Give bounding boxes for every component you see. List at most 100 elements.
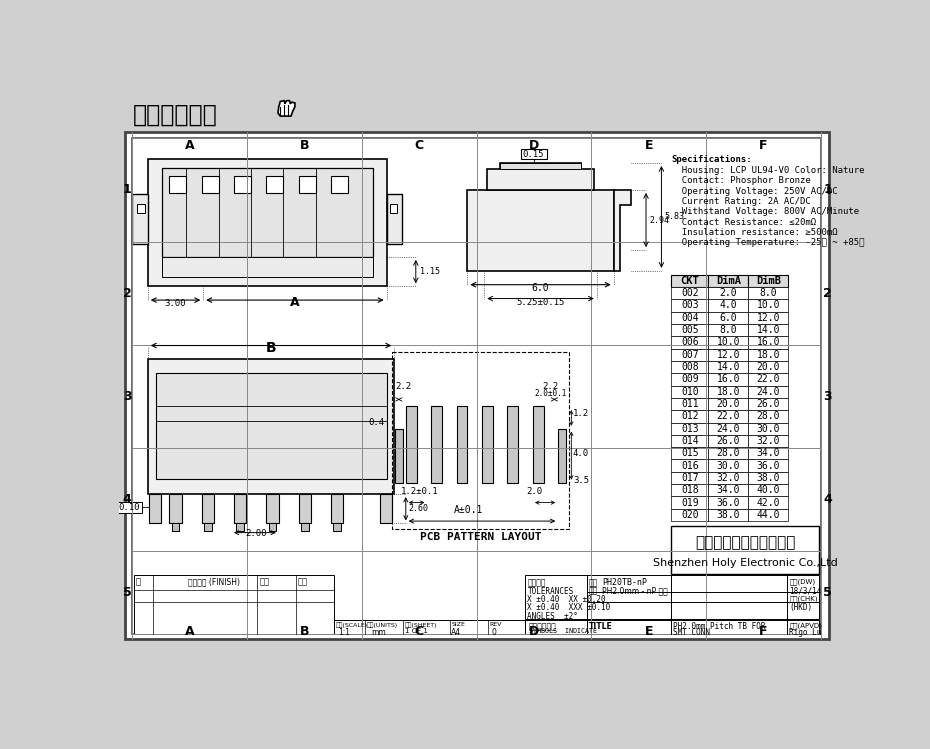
Text: 2.0: 2.0 bbox=[720, 288, 737, 298]
Text: 008: 008 bbox=[681, 362, 698, 372]
Bar bbox=[749, 275, 789, 287]
Bar bbox=[749, 287, 789, 300]
Text: 18.0: 18.0 bbox=[717, 386, 740, 397]
Bar bbox=[525, 619, 671, 634]
Bar bbox=[671, 373, 709, 386]
Bar bbox=[709, 312, 749, 324]
Text: 40.0: 40.0 bbox=[757, 485, 780, 495]
Bar bbox=[671, 497, 709, 509]
Text: 10.0: 10.0 bbox=[717, 338, 740, 348]
Bar bbox=[709, 348, 749, 361]
Bar bbox=[671, 312, 709, 324]
Text: 26.0: 26.0 bbox=[717, 436, 740, 446]
Text: Shenzhen Holy Electronic Co.,Ltd: Shenzhen Holy Electronic Co.,Ltd bbox=[653, 558, 838, 568]
Text: 18/3/14: 18/3/14 bbox=[790, 586, 821, 595]
Bar bbox=[671, 459, 709, 472]
Bar bbox=[395, 428, 403, 482]
Text: 12.0: 12.0 bbox=[717, 350, 740, 360]
Text: A4: A4 bbox=[451, 628, 461, 637]
Bar bbox=[749, 509, 789, 521]
Bar bbox=[508, 405, 518, 482]
Bar bbox=[482, 405, 493, 482]
Bar bbox=[671, 386, 709, 398]
Text: 006: 006 bbox=[681, 338, 698, 348]
Text: 8.0: 8.0 bbox=[760, 288, 777, 298]
Text: ANGLES  ±2°: ANGLES ±2° bbox=[527, 612, 578, 621]
Text: B: B bbox=[299, 625, 310, 637]
Text: 14.0: 14.0 bbox=[757, 325, 780, 335]
Text: Withstand Voltage: 800V AC/Minute: Withstand Voltage: 800V AC/Minute bbox=[671, 207, 859, 216]
Text: 16.0: 16.0 bbox=[717, 374, 740, 384]
Text: 深圳市宏利电子有限公司: 深圳市宏利电子有限公司 bbox=[695, 535, 795, 550]
Text: 002: 002 bbox=[681, 288, 698, 298]
Polygon shape bbox=[614, 190, 631, 271]
Text: PH2.0mm - nP 贴片: PH2.0mm - nP 贴片 bbox=[602, 586, 668, 595]
Text: PCB PATTERN LAYOUT: PCB PATTERN LAYOUT bbox=[419, 532, 541, 542]
Text: 0.15: 0.15 bbox=[523, 150, 544, 159]
Text: Operating Voltage: 250V AC/DC: Operating Voltage: 250V AC/DC bbox=[671, 187, 838, 195]
Text: 014: 014 bbox=[681, 436, 698, 446]
Text: DimA: DimA bbox=[716, 276, 741, 286]
Text: 011: 011 bbox=[681, 399, 698, 409]
Text: SYMBOLS  INDICATE: SYMBOLS INDICATE bbox=[529, 628, 597, 634]
Bar bbox=[405, 405, 417, 482]
Bar bbox=[709, 472, 749, 484]
Bar bbox=[749, 386, 789, 398]
Bar bbox=[533, 405, 544, 482]
Text: 0.10: 0.10 bbox=[119, 503, 140, 512]
Text: 2.60: 2.60 bbox=[409, 504, 429, 513]
Text: Specifications:: Specifications: bbox=[671, 155, 752, 164]
Text: 表面处理 (FINISH): 表面处理 (FINISH) bbox=[188, 577, 240, 586]
Text: 检验尺寸标示: 检验尺寸标示 bbox=[529, 622, 557, 631]
Text: Contact: Phosphor Bronze: Contact: Phosphor Bronze bbox=[671, 176, 811, 185]
Text: 3: 3 bbox=[123, 389, 131, 403]
Text: 20.0: 20.0 bbox=[717, 399, 740, 409]
Text: 2: 2 bbox=[123, 287, 131, 300]
Text: X ±0.40  XX ±0.20: X ±0.40 XX ±0.20 bbox=[527, 595, 606, 604]
Bar bbox=[148, 360, 394, 494]
Text: 签核: 签核 bbox=[298, 577, 308, 586]
Bar bbox=[269, 524, 276, 531]
Polygon shape bbox=[278, 100, 295, 116]
Bar bbox=[137, 204, 145, 213]
Text: 004: 004 bbox=[681, 313, 698, 323]
Text: 28.0: 28.0 bbox=[717, 449, 740, 458]
Text: Contact Resistance: ≤20mΩ: Contact Resistance: ≤20mΩ bbox=[671, 218, 817, 227]
Bar bbox=[749, 447, 789, 459]
Bar bbox=[749, 422, 789, 435]
Text: 007: 007 bbox=[681, 350, 698, 360]
Text: Rigo Lu: Rigo Lu bbox=[790, 628, 821, 637]
Text: 8.0: 8.0 bbox=[720, 325, 737, 335]
Bar bbox=[749, 373, 789, 386]
Bar bbox=[709, 361, 749, 373]
Text: REV: REV bbox=[490, 622, 502, 627]
Bar bbox=[331, 176, 348, 193]
Bar bbox=[390, 204, 397, 213]
Text: 36.0: 36.0 bbox=[717, 497, 740, 508]
Bar bbox=[709, 373, 749, 386]
Text: 品质: 品质 bbox=[259, 577, 270, 586]
Text: PH20TB-nP: PH20TB-nP bbox=[602, 578, 647, 587]
Bar bbox=[709, 287, 749, 300]
Bar bbox=[162, 257, 373, 277]
Bar bbox=[202, 494, 214, 524]
Text: (HKD): (HKD) bbox=[790, 604, 813, 613]
Text: 015: 015 bbox=[681, 449, 698, 458]
Text: SIZE: SIZE bbox=[451, 622, 465, 627]
Bar bbox=[709, 398, 749, 410]
Bar bbox=[671, 410, 709, 422]
Polygon shape bbox=[486, 163, 594, 190]
Bar bbox=[671, 422, 709, 435]
Text: 1.15: 1.15 bbox=[419, 267, 440, 276]
Text: 5: 5 bbox=[123, 586, 131, 599]
Text: 018: 018 bbox=[681, 485, 698, 495]
Text: A: A bbox=[185, 139, 194, 152]
Bar bbox=[671, 361, 709, 373]
Bar bbox=[671, 447, 709, 459]
Text: 36.0: 36.0 bbox=[757, 461, 780, 470]
Text: 5.25±0.15: 5.25±0.15 bbox=[516, 297, 565, 306]
Text: A±0.1: A±0.1 bbox=[454, 506, 484, 515]
Text: 34.0: 34.0 bbox=[757, 449, 780, 458]
Bar bbox=[671, 275, 709, 287]
Text: X ±0.40  XXX ±0.10: X ±0.40 XXX ±0.10 bbox=[527, 604, 611, 613]
